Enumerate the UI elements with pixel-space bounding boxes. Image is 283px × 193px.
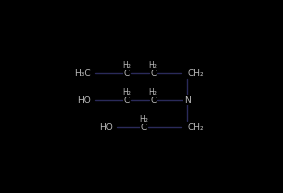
Text: H₂: H₂: [122, 88, 131, 97]
Text: HO: HO: [99, 123, 113, 132]
Text: H₃C: H₃C: [74, 69, 91, 78]
Text: H₂: H₂: [140, 115, 148, 124]
Text: H₂: H₂: [122, 61, 131, 70]
Text: C: C: [150, 96, 156, 105]
Text: C: C: [124, 96, 130, 105]
Text: N: N: [184, 96, 191, 105]
Text: CH₂: CH₂: [187, 123, 204, 132]
Text: C: C: [124, 69, 130, 78]
Text: CH₂: CH₂: [187, 69, 204, 78]
Text: HO: HO: [78, 96, 91, 105]
Text: H₂: H₂: [149, 88, 158, 97]
Text: C: C: [141, 123, 147, 132]
Text: C: C: [150, 69, 156, 78]
Text: H₂: H₂: [149, 61, 158, 70]
